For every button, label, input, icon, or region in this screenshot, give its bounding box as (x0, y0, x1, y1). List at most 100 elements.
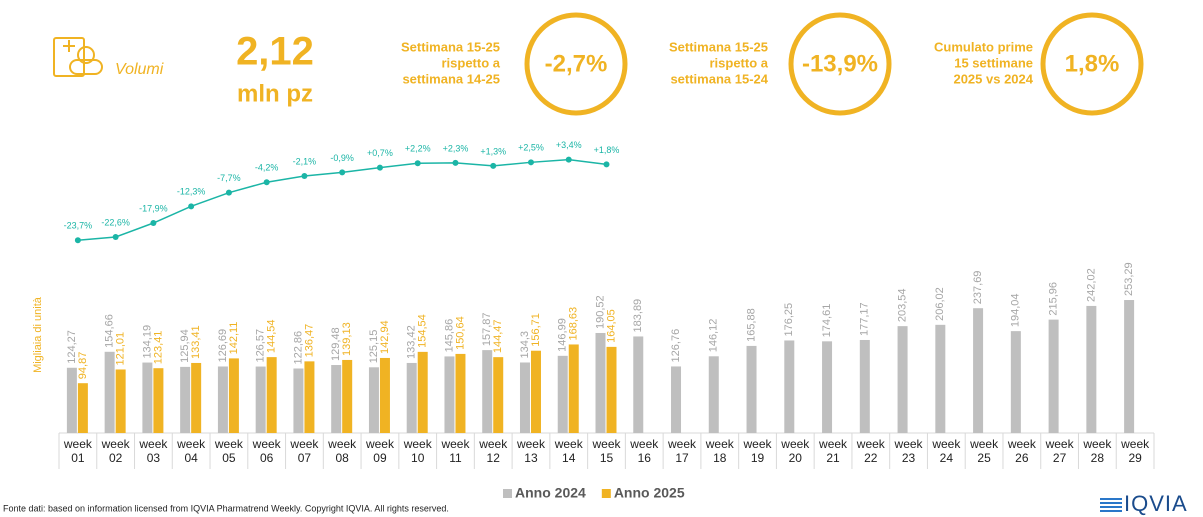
bar (519, 362, 530, 433)
x-tick-label-line: 11 (449, 451, 462, 465)
volume-label: Volumi (115, 61, 164, 78)
trend-label: +0,7% (367, 148, 393, 158)
bar (104, 351, 115, 433)
x-tick-label-line: 09 (373, 451, 387, 465)
trend-label: -4,2% (255, 163, 279, 173)
x-tick-label-line: week (856, 437, 886, 451)
trend-point (225, 189, 232, 196)
bar (482, 350, 493, 433)
trend-point (74, 237, 81, 244)
bar (897, 326, 908, 433)
x-tick-label: week 22 (856, 437, 886, 465)
volume-icon (53, 37, 103, 77)
x-tick-label: week 16 (629, 437, 659, 465)
x-tick-label: week 28 (1082, 437, 1112, 465)
x-tick-label: week 03 (138, 437, 168, 465)
trend-point (452, 159, 459, 166)
trend-label: -7,7% (217, 173, 241, 183)
kpi-value: -2,7% (545, 50, 608, 77)
kpi-text: 2025 vs 2024 (953, 71, 1033, 86)
trend-point (112, 233, 119, 240)
x-tick-label-line: 12 (487, 451, 501, 465)
bar (568, 344, 579, 433)
data-label: 142,94 (379, 320, 391, 354)
data-label: 183,89 (632, 299, 644, 333)
x-tick-label: week 06 (252, 437, 282, 465)
trend-point (603, 161, 610, 168)
x-tick-label-line: 15 (600, 451, 614, 465)
data-label: 164,05 (605, 309, 617, 343)
data-label: 145,86 (443, 319, 455, 353)
data-label: 129,48 (330, 327, 342, 361)
trend-point (414, 160, 421, 167)
data-label: 142,11 (228, 322, 240, 355)
bar (455, 353, 466, 433)
bar (444, 356, 455, 433)
kpi-text: Cumulato prime (934, 39, 1033, 54)
x-tick-label-line: week (743, 437, 773, 451)
x-tick-label: week 01 (63, 437, 93, 465)
x-tick-label-line: week (629, 437, 659, 451)
x-tick-label-line: week (894, 437, 924, 451)
trend-label: +3,4% (556, 140, 582, 150)
data-label: 133,41 (190, 325, 202, 359)
x-tick-label-line: 10 (411, 451, 425, 465)
logo-mark (1100, 498, 1122, 512)
bar (606, 346, 617, 433)
x-tick-label: week 18 (705, 437, 735, 465)
legend-swatch (601, 489, 611, 498)
x-tick-label: week 19 (743, 437, 773, 465)
data-label: 154,54 (417, 314, 429, 348)
x-tick-label-line: week (667, 437, 697, 451)
x-tick-label-line: 16 (638, 451, 652, 465)
bar (66, 367, 77, 433)
x-tick-label: week 13 (516, 437, 546, 465)
data-label: 194,04 (1010, 293, 1022, 327)
data-label: 126,57 (255, 329, 267, 363)
x-tick-label-line: week (138, 437, 168, 451)
x-tick-label-line: week (969, 437, 999, 451)
x-tick-label: week 14 (554, 437, 584, 465)
x-tick-label-line: week (554, 437, 584, 451)
bar (935, 324, 946, 433)
trend-label: -22,6% (101, 217, 130, 227)
x-tick-label: week 23 (894, 437, 924, 465)
bar (368, 367, 379, 433)
data-label: 121,01 (115, 332, 127, 366)
data-label: 154,66 (104, 314, 116, 348)
data-label: 133,42 (406, 325, 418, 359)
kpi-text: rispetto a (709, 55, 768, 70)
bar (180, 366, 191, 433)
x-tick-label-line: 06 (260, 451, 274, 465)
bar (746, 345, 757, 433)
source-note: Fonte dati: based on information license… (3, 503, 449, 513)
bar (417, 351, 428, 433)
kpi-text: rispetto a (441, 55, 500, 70)
x-tick-label: week 29 (1120, 437, 1150, 465)
trend-point (527, 159, 534, 166)
data-label: 144,47 (492, 319, 504, 353)
x-tick-label-line: week (440, 437, 470, 451)
bar (973, 308, 984, 433)
x-tick-label: week 21 (818, 437, 848, 465)
trend-label: -2,1% (293, 156, 317, 166)
x-tick-label-line: week (780, 437, 810, 451)
x-tick-label-line: week (403, 437, 433, 451)
x-tick-label: week 20 (780, 437, 810, 465)
x-tick-label-line: 18 (713, 451, 727, 465)
bar (342, 359, 353, 433)
legend-label: Anno 2024 (515, 485, 586, 501)
trend-point (376, 164, 383, 171)
x-tick-label-line: week (327, 437, 357, 451)
bar (1048, 319, 1059, 433)
x-tick-label-line: 20 (789, 451, 803, 465)
x-tick-label-line: week (176, 437, 206, 451)
x-tick-label-line: 07 (298, 451, 312, 465)
x-tick-label-line: 24 (940, 451, 954, 465)
x-tick-label-line: 13 (524, 451, 538, 465)
bar (633, 336, 644, 433)
data-label: 125,94 (179, 329, 191, 363)
x-tick-label: week 25 (969, 437, 999, 465)
data-label: 122,86 (292, 331, 304, 365)
